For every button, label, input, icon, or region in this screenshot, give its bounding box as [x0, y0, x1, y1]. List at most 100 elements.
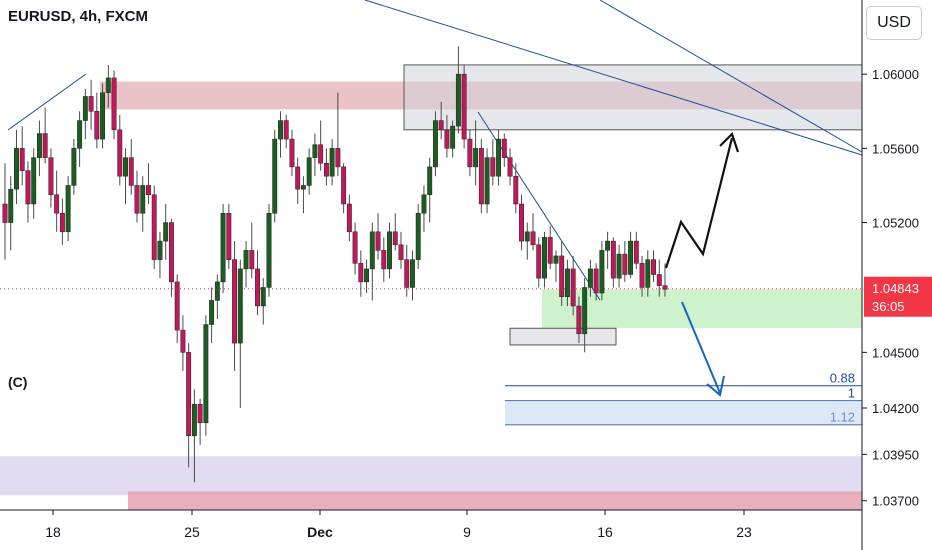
candle-body — [639, 263, 645, 288]
y-tick-label: 1.05200 — [872, 216, 919, 231]
candle-body — [628, 240, 634, 275]
candle-body — [662, 285, 668, 290]
candle-body — [432, 120, 438, 168]
candle-body — [461, 73, 467, 140]
bearish-projection — [681, 301, 721, 394]
candle-body — [48, 157, 54, 195]
candle-body — [490, 157, 496, 177]
candle-body — [410, 259, 415, 288]
candle-body — [157, 240, 163, 260]
candle-body — [54, 194, 60, 214]
candle-body — [323, 162, 329, 177]
candle-body — [364, 268, 370, 283]
candle-body — [300, 185, 306, 190]
candle-body — [415, 213, 421, 260]
candle-body — [570, 268, 576, 307]
x-tick-label: Dec — [307, 524, 333, 540]
candle-body — [404, 259, 410, 288]
candle-body — [100, 92, 106, 140]
candle-body — [599, 250, 605, 294]
candle-body — [226, 213, 232, 260]
candle-body — [306, 157, 312, 186]
fib-level-label: 1 — [848, 386, 855, 401]
candle-body — [82, 96, 88, 121]
candle-body — [473, 148, 479, 168]
candle-body — [232, 259, 238, 344]
candle-body — [335, 148, 341, 168]
candle-body — [220, 213, 226, 283]
candle-body — [8, 188, 14, 223]
zones-layer — [0, 64, 863, 510]
watermark-label: (C) — [8, 374, 28, 390]
current-price-value: 1.04843 — [872, 281, 919, 296]
candle-body — [484, 157, 490, 205]
candle-body — [151, 194, 157, 260]
candle-body — [180, 329, 186, 353]
bullish-arrowhead — [719, 131, 740, 153]
candle-body — [536, 244, 542, 279]
trendline-upper — [364, 0, 863, 156]
price-axis-bg — [862, 0, 932, 550]
candle-body — [651, 259, 656, 275]
candle-body — [77, 120, 83, 149]
demand-zone — [542, 289, 862, 329]
candle-body — [450, 125, 456, 149]
candle-body — [88, 96, 94, 112]
candle-body — [318, 144, 324, 164]
candle-body — [496, 138, 502, 177]
candle-body — [249, 250, 255, 270]
candle-body — [146, 185, 151, 195]
candle-body — [421, 194, 427, 214]
x-tick-label: 25 — [184, 524, 200, 540]
trendline-left-channel — [7, 73, 87, 131]
y-tick-label: 1.03950 — [872, 447, 919, 462]
currency-button[interactable]: USD — [866, 6, 922, 40]
candle-body — [576, 305, 582, 335]
candle-body — [266, 213, 272, 288]
candle-body — [329, 148, 335, 177]
candle-body — [559, 255, 565, 297]
candle-body — [352, 231, 358, 264]
symbol-title[interactable]: EURUSD, 4h, FXCM — [8, 8, 149, 25]
fib-level-label: 0.88 — [830, 371, 855, 386]
candle-body — [134, 185, 140, 214]
candle-body — [123, 157, 128, 177]
supply-box — [403, 64, 863, 131]
candle-body — [111, 77, 117, 131]
candle-body — [197, 404, 203, 424]
candle-body — [507, 157, 513, 177]
candle-body — [438, 120, 444, 131]
y-tick-label: 1.04500 — [872, 345, 919, 360]
candle-body — [547, 237, 553, 264]
candle-body — [289, 138, 295, 168]
candle-body — [105, 77, 111, 93]
candle-body — [14, 148, 19, 190]
candle-body — [283, 120, 289, 140]
candle-body — [513, 175, 519, 205]
candle-body — [564, 268, 570, 297]
candle-body — [209, 300, 215, 325]
candle-body — [387, 231, 392, 270]
candle-body — [272, 138, 278, 214]
drawings-layer — [0, 0, 863, 397]
candle-body — [346, 203, 352, 233]
support-box — [509, 327, 617, 346]
x-tick-label: 9 — [463, 524, 471, 540]
bullish-projection — [664, 137, 734, 269]
candle-body — [381, 250, 387, 270]
candle-body — [203, 324, 209, 424]
candle-body — [553, 255, 559, 264]
candle-body — [214, 281, 220, 301]
candle-body — [542, 237, 547, 279]
candle-body — [369, 231, 375, 270]
candle-body — [358, 263, 364, 283]
candle-body — [501, 138, 507, 158]
y-tick-label: 1.03700 — [872, 494, 919, 509]
candle-body — [582, 287, 588, 335]
candle-body — [398, 244, 404, 260]
candle-body — [243, 250, 249, 270]
x-tick-label: 18 — [45, 524, 61, 540]
